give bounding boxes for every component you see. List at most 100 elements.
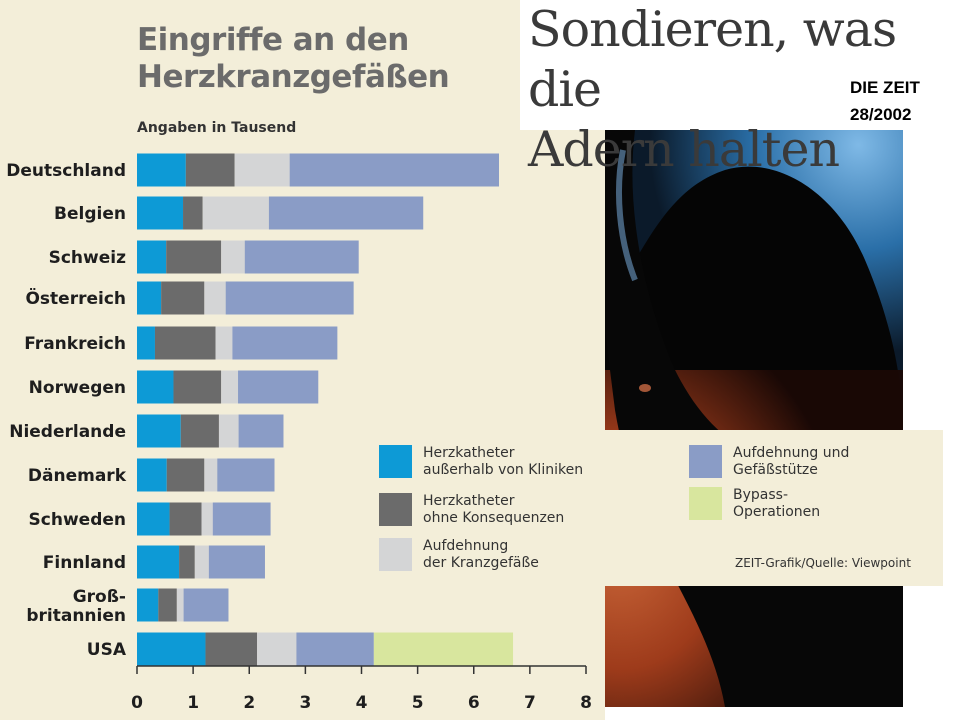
category-label: Belgien [54, 204, 126, 224]
bar-segment-4-2 [161, 281, 205, 315]
x-tick-label: 2 [243, 693, 255, 713]
bar-segment-10-1 [137, 545, 180, 579]
bar-segment-11-2 [158, 588, 177, 622]
category-label: Schweiz [49, 248, 126, 268]
category-label-line: Norwegen [29, 378, 126, 398]
category-label: Deutschland [6, 161, 126, 181]
legend-label-line: Aufdehnung [423, 538, 509, 554]
bar-segment-7-4 [238, 414, 284, 448]
bar-segment-12-1 [137, 632, 206, 666]
x-tick-label: 7 [524, 693, 536, 713]
x-tick-label: 1 [187, 693, 199, 713]
bars-layer [137, 153, 514, 666]
bar-segment-8-1 [137, 458, 167, 492]
bar-segment-3-1 [137, 240, 167, 274]
bar-segment-2-2 [183, 196, 203, 230]
bar-segment-1-2 [185, 153, 235, 187]
category-label: Schweden [29, 510, 126, 530]
bar-segment-10-2 [179, 545, 195, 579]
x-tick-label: 8 [580, 693, 592, 713]
headline: Sondieren, was die Adern halten [528, 0, 960, 180]
category-label-line: USA [87, 640, 127, 660]
bar-segment-9-4 [212, 502, 271, 536]
legend-label-line: Aufdehnung und [733, 445, 850, 461]
legend-item-aufdehnung-stuetze: Aufdehnung und Gefäßstütze [689, 445, 849, 479]
category-label-line: Groß- [73, 587, 126, 607]
legend-label-line: Bypass- [733, 487, 788, 503]
bar-segment-12-4 [296, 632, 374, 666]
chart-title-line1: Eingriffe an den [137, 22, 409, 58]
photo-artwork [605, 130, 903, 707]
bar-segment-8-3 [204, 458, 218, 492]
legend-swatch [689, 445, 722, 478]
category-label-line: Schweiz [49, 248, 126, 268]
bar-segment-12-5 [373, 632, 514, 666]
bar-segment-1-3 [234, 153, 290, 187]
x-tick-label: 4 [356, 693, 368, 713]
bar-segment-1-1 [137, 153, 186, 187]
headline-line1: Sondieren, was die [528, 1, 897, 118]
category-label: Finnland [43, 553, 126, 573]
bar-segment-12-3 [257, 632, 297, 666]
category-label: Dänemark [28, 466, 127, 486]
category-label: Groß-britannien [26, 587, 126, 626]
x-tick-label: 3 [299, 693, 311, 713]
category-label-line: Dänemark [28, 466, 127, 486]
category-label: Niederlande [9, 422, 126, 442]
headline-box [520, 0, 960, 130]
source-tag-line1: DIE ZEIT [850, 78, 920, 97]
category-label-line: Belgien [54, 204, 126, 224]
legend-item-katheter-ausserhalb: Herzkatheter außerhalb von Kliniken [379, 445, 583, 479]
source-tag-line2: 28/2002 [850, 105, 912, 124]
legend-label: Bypass- Operationen [733, 487, 820, 521]
bar-segment-7-1 [137, 414, 181, 448]
legend-item-bypass: Bypass- Operationen [689, 487, 820, 521]
chart-title-line2: Herzkranzgefäßen [137, 59, 450, 95]
bar-segment-4-4 [225, 281, 354, 315]
bar-segment-7-3 [218, 414, 239, 448]
legend-label-line: der Kranzgefäße [423, 555, 539, 571]
x-tick-label: 6 [468, 693, 480, 713]
legend-right: Aufdehnung und Gefäßstütze Bypass- Opera… [605, 430, 943, 586]
legend-swatch [379, 538, 412, 571]
legend-swatch [379, 445, 412, 478]
bar-segment-11-3 [176, 588, 184, 622]
chart-subtitle: Angaben in Tausend [137, 120, 297, 136]
legend-label-line: Herzkatheter [423, 445, 515, 461]
category-label-line: Niederlande [9, 422, 126, 442]
category-label-line: Deutschland [6, 161, 126, 181]
legend-label: Herzkatheter außerhalb von Kliniken [423, 445, 583, 479]
x-tick-label: 5 [412, 693, 424, 713]
legend-label-line: außerhalb von Kliniken [423, 462, 584, 478]
bar-segment-12-2 [205, 632, 258, 666]
legend-label-line: Operationen [733, 504, 821, 520]
bar-segment-2-3 [202, 196, 269, 230]
legend-swatch [379, 493, 412, 526]
bar-segment-10-3 [194, 545, 209, 579]
category-labels: Deutschland Belgien Schweiz Österreich Frank… [6, 161, 127, 660]
chart-panel: Eingriffe an den Herzkranzgefäßen Angabe… [0, 0, 605, 720]
category-label: USA [87, 640, 127, 660]
bar-segment-5-2 [154, 326, 216, 360]
category-label-line: Schweden [29, 510, 126, 530]
bar-segment-6-1 [137, 370, 174, 404]
category-label: Norwegen [29, 378, 126, 398]
legend-label-line: Gefäßstütze [733, 462, 818, 478]
bar-segment-1-4 [289, 153, 500, 187]
category-label-line: Österreich [25, 287, 126, 309]
bar-segment-10-4 [208, 545, 265, 579]
category-label-line: Frankreich [24, 334, 126, 354]
legend-label-line: ohne Konsequenzen [423, 510, 565, 526]
x-axis: 0 1 2 3 4 5 6 7 8 [131, 665, 592, 713]
bar-segment-6-3 [221, 370, 239, 404]
bar-segment-5-3 [215, 326, 233, 360]
bar-segment-2-1 [137, 196, 184, 230]
bar-segment-5-1 [137, 326, 155, 360]
x-tick-label: 0 [131, 693, 143, 713]
bar-segment-11-4 [183, 588, 229, 622]
bar-segment-6-4 [238, 370, 319, 404]
bar-segment-6-2 [173, 370, 222, 404]
bar-segment-5-4 [232, 326, 338, 360]
bar-segment-11-1 [137, 588, 159, 622]
bar-segment-9-1 [137, 502, 170, 536]
